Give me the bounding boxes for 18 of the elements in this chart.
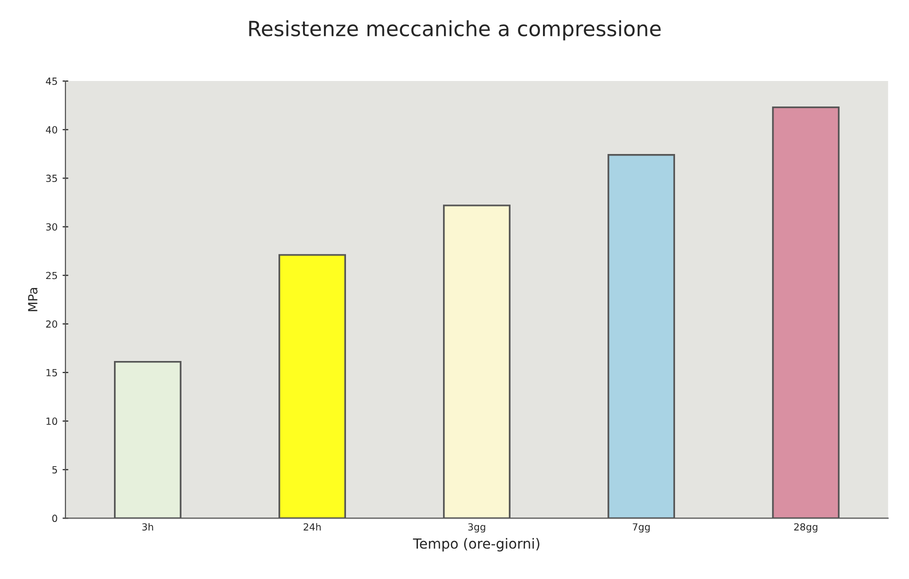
y-tick-label: 0 — [52, 514, 58, 522]
y-tick-label: 20 — [46, 320, 58, 328]
x-tick-label: 3gg — [468, 523, 486, 532]
y-axis-title: MPa — [28, 288, 38, 312]
x-tick-label: 3h — [142, 523, 154, 531]
y-tick-label: 15 — [46, 369, 57, 376]
y-tick-label: 30 — [46, 223, 58, 231]
chart-title: Resistenze meccaniche a compressione — [249, 20, 661, 40]
x-tick-label: 28gg — [794, 523, 818, 532]
y-tick-label: 40 — [46, 126, 58, 134]
x-axis-title: Tempo (ore-giorni) — [412, 538, 540, 552]
x-tick-label: 7gg — [632, 523, 650, 532]
y-tick-label: 5 — [52, 466, 57, 474]
y-tick-label: 10 — [46, 418, 58, 425]
y-tick-label: 35 — [46, 174, 57, 182]
x-tick-label: 24h — [304, 523, 321, 530]
y-tick-label: 45 — [46, 78, 57, 85]
y-tick-label: 25 — [46, 272, 57, 280]
